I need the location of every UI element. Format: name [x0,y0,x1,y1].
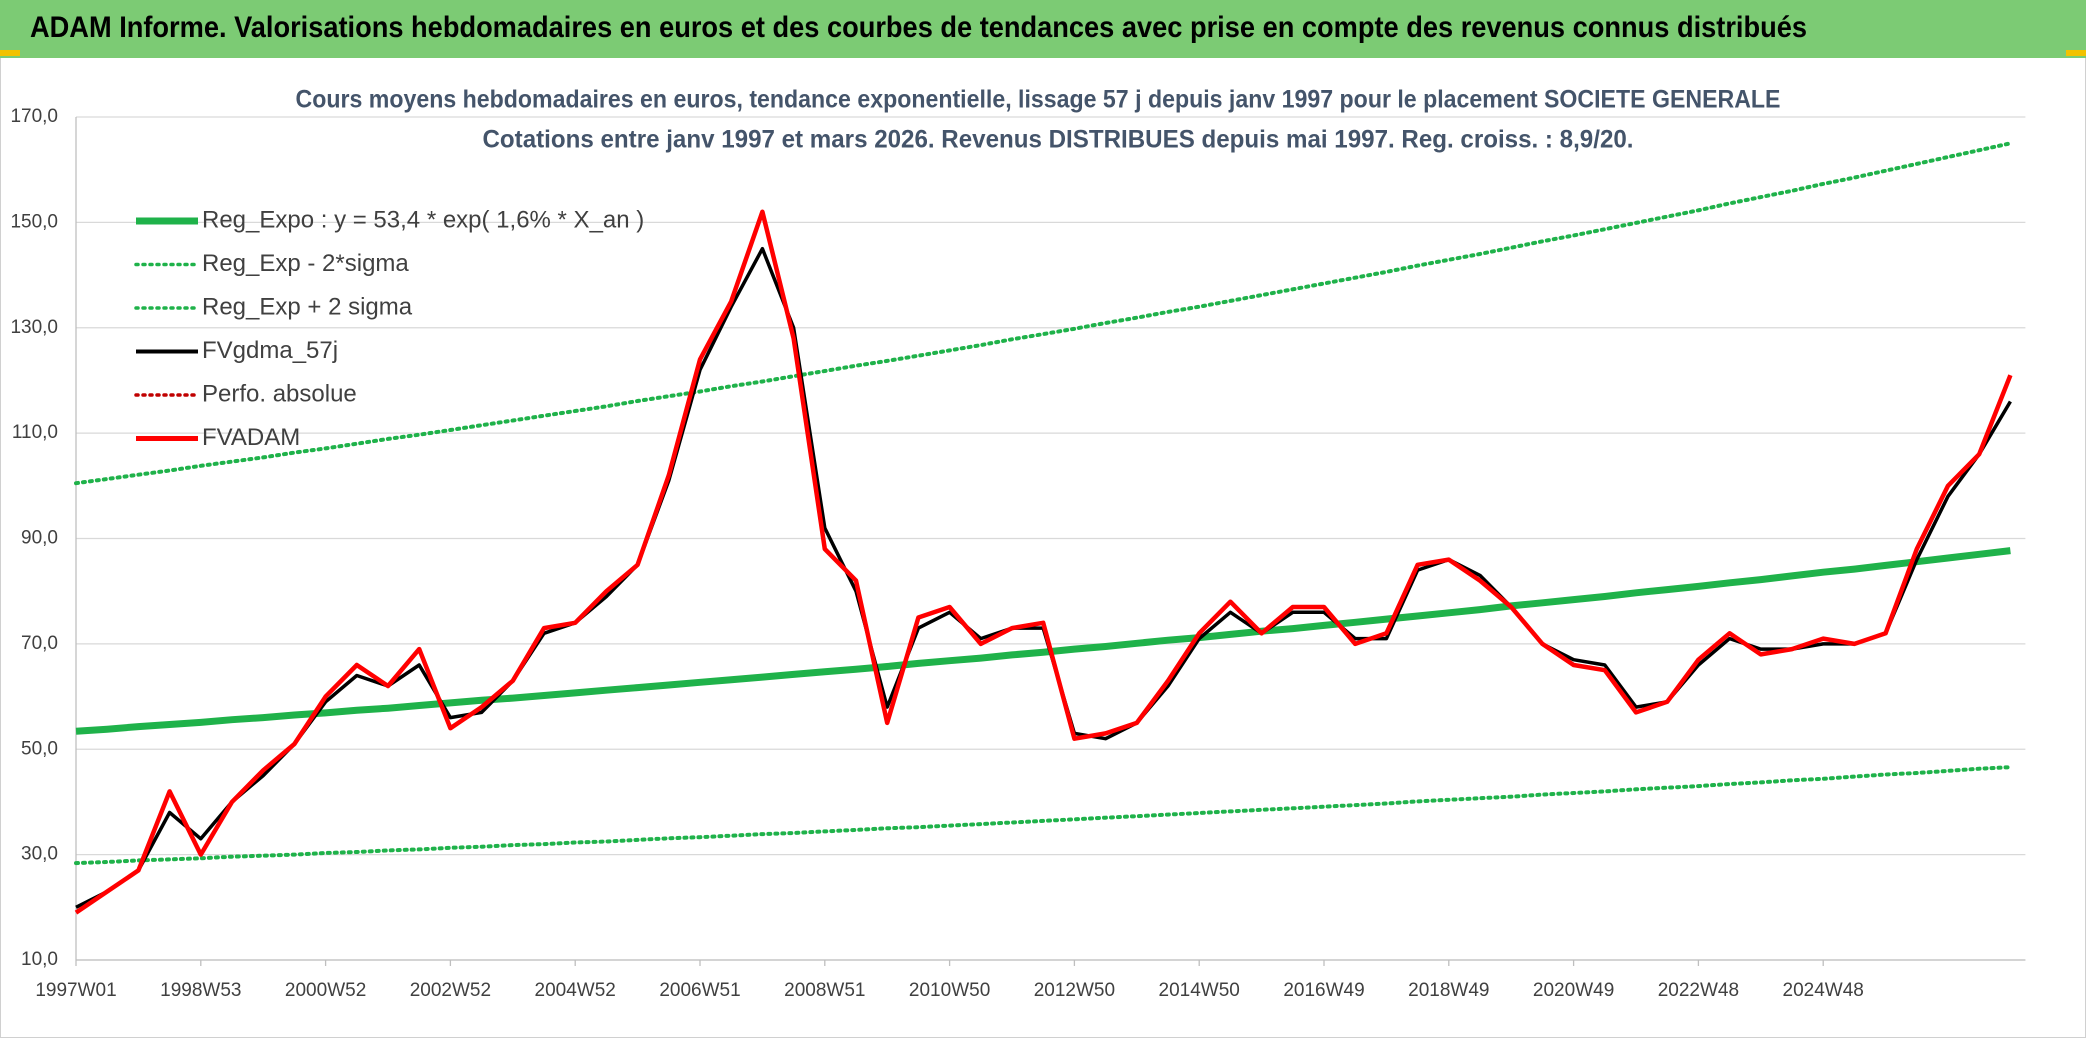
x-tick-label: 2012W50 [1034,980,1115,1001]
x-tick-label: 1997W01 [35,980,116,1001]
header-title: ADAM Informe. Valorisations hebdomadaire… [30,11,1807,44]
y-tick-label: 130,0 [10,317,58,338]
x-tick-label: 2022W48 [1658,980,1739,1001]
series-line [75,547,2011,735]
corner [2066,50,2086,56]
x-tick-label: 2018W49 [1408,980,1489,1001]
legend-label: Reg_Exp + 2 sigma [202,293,413,320]
legend-label: FVgdma_57j [202,337,338,364]
y-tick-label: 170,0 [10,106,58,127]
legend-label: Perfo. absolue [202,380,357,407]
x-tick-label: 1998W53 [160,980,241,1001]
series-line [74,765,2013,866]
x-tick-label: 2002W52 [410,980,491,1001]
chart-title: Cours moyens hebdomadaires en euros, ten… [296,86,1781,114]
x-tick-label: 2006W51 [659,980,740,1001]
y-tick-label: 10,0 [21,949,58,970]
x-tick-label: 2020W49 [1533,980,1614,1001]
plot-area: 10,0 30,0 50,0 70,0 90,0 110,0 130,0 150,0 170,0… [10,106,2026,1001]
legend-label: Reg_Expo : y = 53,4 * exp( 1,6% * X_an ) [202,206,644,233]
y-tick-label: 30,0 [21,844,58,865]
corner [0,50,20,56]
y-tick-label: 90,0 [21,528,58,549]
x-tick-label: 2004W52 [535,980,616,1001]
y-tick-label: 50,0 [21,738,58,759]
legend-label: FVADAM [202,424,300,451]
y-tick-label: 70,0 [21,633,58,654]
series-line [74,141,2013,486]
x-tick-label: 2024W48 [1783,980,1864,1001]
x-tick-label: 2016W49 [1283,980,1364,1001]
y-tick-label: 150,0 [10,211,58,232]
series-line [74,209,2013,915]
chart-subtitle: Cotations entre janv 1997 et mars 2026. … [483,126,1634,154]
y-tick-label: 110,0 [12,422,58,443]
x-tick-label: 2008W51 [784,980,865,1001]
header-bar [0,0,2086,58]
x-tick-label: 2000W52 [285,980,366,1001]
legend-label: Reg_Exp - 2*sigma [202,250,409,277]
x-tick-label: 2010W50 [909,980,990,1001]
x-tick-label: 2014W50 [1159,980,1240,1001]
